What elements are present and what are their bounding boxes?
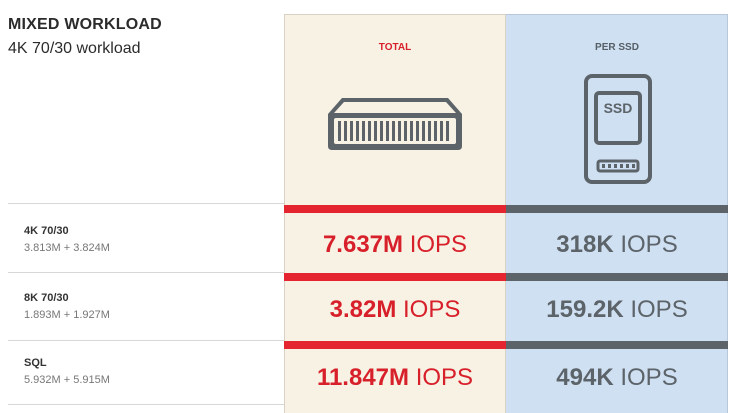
- total-value-unit: IOPS: [409, 231, 468, 258]
- per-ssd-column-header: PER SSD: [595, 42, 639, 53]
- ssd-drive-icon: [584, 74, 652, 184]
- total-bar: [284, 341, 506, 349]
- total-bar: [284, 273, 506, 281]
- row-name: SQL: [24, 357, 47, 369]
- per-ssd-value-number: 159.2K: [546, 296, 624, 323]
- total-value-number: 3.82M: [329, 296, 397, 323]
- total-value-number: 11.847M: [316, 364, 410, 391]
- per-ssd-bar: [506, 205, 728, 213]
- row-detail: 5.932M + 5.915M: [24, 374, 110, 386]
- row-name: 4K 70/30: [24, 225, 69, 237]
- per-ssd-value-unit: IOPS: [630, 296, 688, 323]
- row-detail: 3.813M + 3.824M: [24, 242, 110, 254]
- per-ssd-value: 318K IOPS: [506, 231, 728, 259]
- row-divider: [8, 203, 284, 204]
- row-name: 8K 70/30: [24, 292, 69, 304]
- total-value-unit: IOPS: [415, 364, 474, 391]
- page-title: MIXED WORKLOAD: [8, 16, 162, 33]
- page-subtitle: 4K 70/30 workload: [8, 40, 141, 57]
- per-ssd-value: 159.2K IOPS: [506, 296, 728, 324]
- per-ssd-bar: [506, 273, 728, 281]
- ssd-icon-label: SSD: [603, 100, 633, 116]
- total-column-header: TOTAL: [378, 42, 412, 53]
- per-ssd-bar: [506, 341, 728, 349]
- total-bar: [284, 205, 506, 213]
- total-value: 3.82M IOPS: [284, 296, 506, 324]
- total-column-panel: [284, 14, 506, 413]
- row-detail: 1.893M + 1.927M: [24, 309, 110, 321]
- per-ssd-value: 494K IOPS: [506, 364, 728, 392]
- total-value-number: 7.637M: [322, 231, 404, 258]
- total-value: 11.847M IOPS: [284, 364, 506, 392]
- per-ssd-value-number: 494K: [556, 364, 614, 391]
- per-ssd-value-unit: IOPS: [620, 364, 678, 391]
- row-divider: [8, 404, 284, 405]
- total-value: 7.637M IOPS: [284, 231, 506, 259]
- row-divider: [8, 340, 284, 341]
- row-divider: [8, 272, 284, 273]
- per-ssd-value-number: 318K: [556, 231, 614, 258]
- server-chassis-icon: [328, 98, 462, 150]
- total-value-unit: IOPS: [403, 296, 461, 323]
- per-ssd-value-unit: IOPS: [620, 231, 678, 258]
